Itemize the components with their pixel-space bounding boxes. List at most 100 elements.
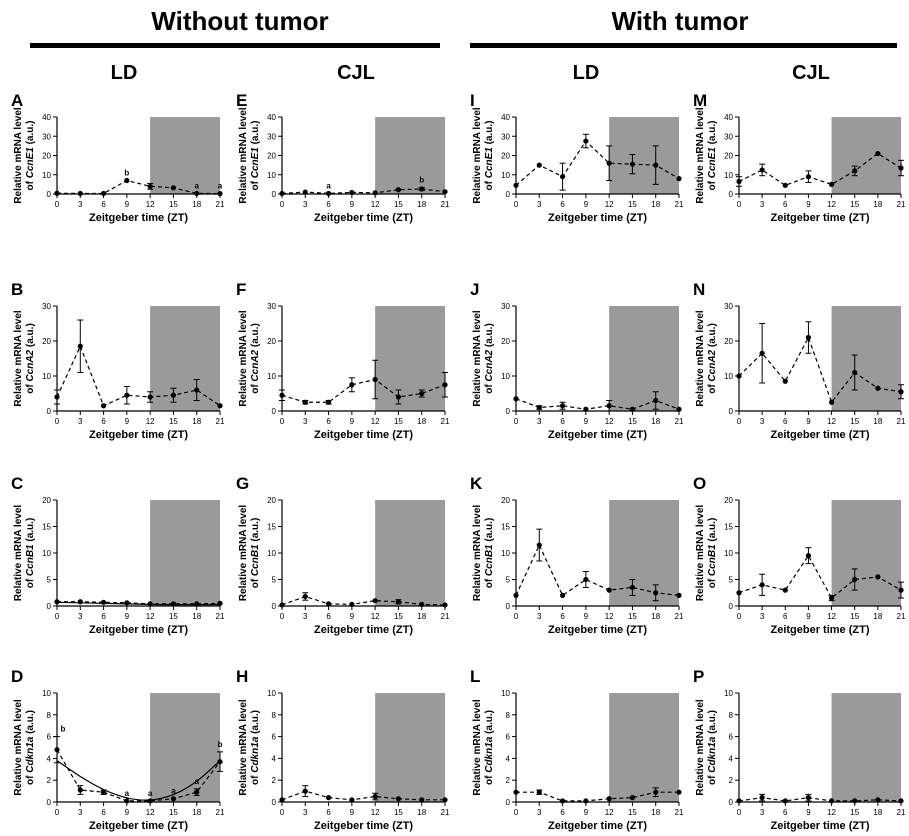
y-label-suffix: (a.u.) <box>250 323 261 350</box>
data-point <box>736 590 742 596</box>
x-tick-label: 9 <box>125 612 130 621</box>
y-axis-label: Relative mRNA level <box>695 699 706 796</box>
data-point <box>147 394 153 400</box>
data-point <box>194 601 200 607</box>
data-point <box>100 599 107 605</box>
x-tick-label: 18 <box>651 808 660 817</box>
x-tick-label: 21 <box>216 417 225 426</box>
x-tick-label: 15 <box>394 200 403 209</box>
x-tick-label: 18 <box>192 808 201 817</box>
dark-phase-shade <box>831 500 901 606</box>
x-axis-label: Zeitgeber time (ZT) <box>314 212 413 224</box>
y-axis-label-gene: of CcnA2 (a.u.) <box>250 323 261 394</box>
data-point <box>372 376 378 383</box>
panel-c: C 0 5 10 15 20 0 3 6 9 12 15 18 21 Zeitgeber time (ZT)… <box>11 474 225 636</box>
data-point <box>217 403 223 409</box>
y-tick-label: 0 <box>272 407 277 416</box>
y-tick-label: 30 <box>267 302 276 311</box>
data-point <box>419 390 425 397</box>
y-axis-label-gene: of CcnE1 (a.u.) <box>250 120 261 190</box>
data-point <box>54 747 60 753</box>
data-point <box>349 382 355 388</box>
x-axis-label: Zeitgeber time (ZT) <box>89 212 188 224</box>
x-tick-label: 6 <box>560 200 565 209</box>
data-point <box>54 599 60 605</box>
data-point <box>513 182 519 188</box>
y-label-suffix: (a.u.) <box>25 710 36 737</box>
y-tick-label: 0 <box>506 190 511 199</box>
x-tick-label: 18 <box>651 417 660 426</box>
significance-letter: a <box>171 787 176 796</box>
y-label-suffix: (a.u.) <box>250 710 261 737</box>
data-point <box>898 798 904 804</box>
data-point <box>325 190 332 197</box>
x-tick-label: 18 <box>192 200 201 209</box>
y-tick-label: 30 <box>724 302 733 311</box>
y-tick-label: 40 <box>501 113 510 122</box>
x-tick-label: 9 <box>350 612 355 621</box>
data-point <box>170 796 177 802</box>
x-tick-label: 3 <box>78 612 83 621</box>
y-label-suffix: (a.u.) <box>707 323 718 350</box>
x-tick-label: 18 <box>873 808 882 817</box>
y-label-gene-name: Cdkn1a <box>484 736 495 773</box>
panel-j: J 0 10 20 30 0 3 6 9 12 15 18 21 Zeitgeber time (ZT) R… <box>470 280 684 441</box>
x-axis-label: Zeitgeber time (ZT) <box>89 820 188 832</box>
y-tick-label: 0 <box>729 407 734 416</box>
data-point <box>559 174 566 180</box>
series-line <box>738 554 902 599</box>
data-point <box>77 190 83 197</box>
panel-n: N 0 10 20 30 0 3 6 9 12 15 18 21 Zeitgeber time (ZT) R… <box>693 280 906 441</box>
fit-curve <box>56 601 221 606</box>
y-label-prefix: of <box>484 178 495 190</box>
y-tick-label: 10 <box>267 171 276 180</box>
y-axis-label: Relative mRNA level <box>238 699 249 796</box>
data-point <box>77 787 83 793</box>
panel-letter: G <box>236 474 249 493</box>
y-label-suffix: (a.u.) <box>484 120 495 147</box>
series-line <box>738 152 902 187</box>
y-tick-label: 20 <box>42 337 51 346</box>
y-label-suffix: (a.u.) <box>484 710 495 737</box>
x-axis-label: Zeitgeber time (ZT) <box>770 624 869 636</box>
y-axis-label-gene: of Cdkn1a (a.u.) <box>484 710 495 785</box>
y-tick-label: 40 <box>42 113 51 122</box>
x-tick-label: 3 <box>537 200 542 209</box>
y-tick-label: 20 <box>724 496 733 505</box>
x-axis-label: Zeitgeber time (ZT) <box>89 429 188 441</box>
y-label-suffix: (a.u.) <box>707 120 718 147</box>
y-label-suffix: (a.u.) <box>484 518 495 545</box>
dark-phase-shade <box>831 693 901 802</box>
y-label-prefix: of <box>707 382 718 394</box>
y-tick-label: 30 <box>42 132 51 141</box>
data-point <box>736 373 742 379</box>
panel-letter: E <box>236 91 247 110</box>
y-axis-label-gene: of CcnB1 (a.u.) <box>250 518 261 589</box>
series-line <box>515 398 680 410</box>
data-point <box>759 350 765 356</box>
x-tick-label: 18 <box>873 612 882 621</box>
y-tick-label: 10 <box>267 372 276 381</box>
y-tick-label: 10 <box>42 549 51 558</box>
x-tick-label: 6 <box>560 417 565 426</box>
y-tick-label: 10 <box>501 372 510 381</box>
y-tick-label: 10 <box>501 171 510 180</box>
significance-letter: a <box>125 789 130 798</box>
x-tick-label: 18 <box>651 200 660 209</box>
x-tick-label: 3 <box>537 808 542 817</box>
x-tick-label: 0 <box>737 200 742 209</box>
x-tick-label: 9 <box>125 200 130 209</box>
y-label-prefix: of <box>484 576 495 588</box>
y-tick-label: 6 <box>506 733 511 742</box>
y-label-gene-name: CcnE1 <box>484 147 495 179</box>
dark-phase-shade <box>609 117 679 194</box>
x-tick-label: 15 <box>394 417 403 426</box>
data-point <box>782 378 788 384</box>
y-axis-label-gene: of CcnB1 (a.u.) <box>484 518 495 589</box>
y-axis-label-gene: of CcnE1 (a.u.) <box>707 120 718 190</box>
x-tick-label: 9 <box>125 808 130 817</box>
data-point <box>782 587 788 593</box>
data-point <box>536 162 542 168</box>
significance-letter: a <box>194 181 199 190</box>
